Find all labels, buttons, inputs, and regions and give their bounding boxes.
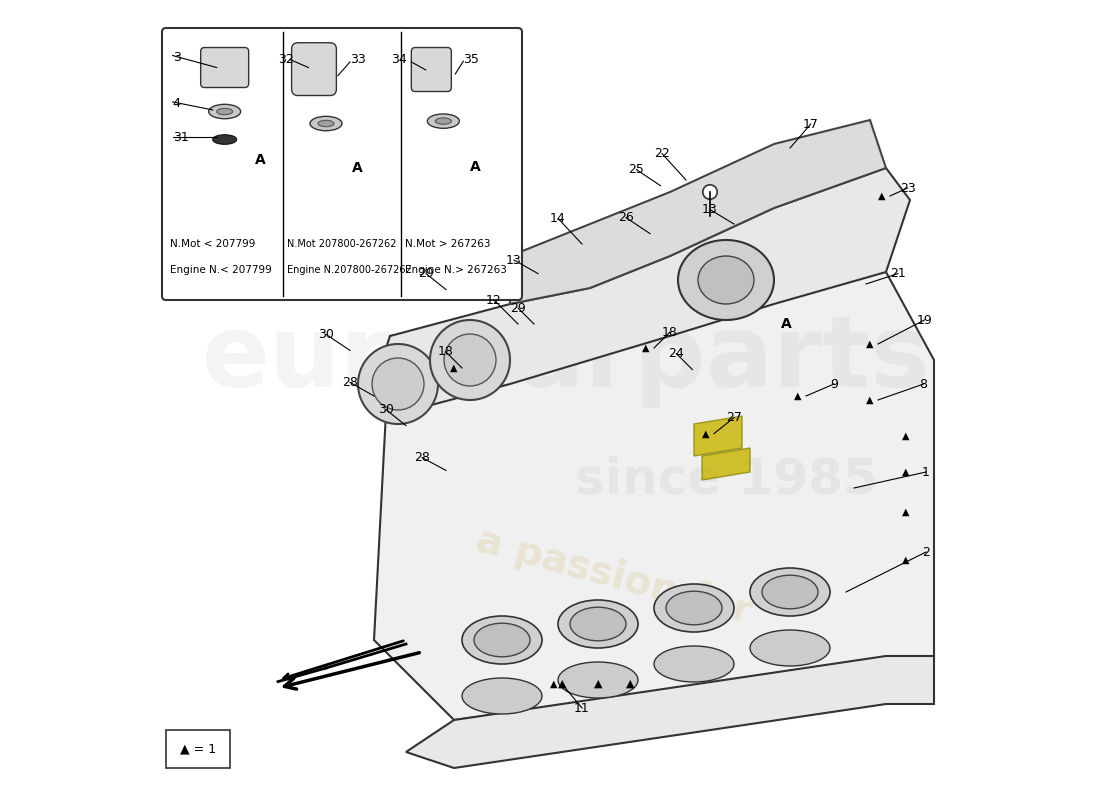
Text: 13: 13 [702, 203, 718, 216]
Text: ▲: ▲ [902, 431, 910, 441]
Text: ▲: ▲ [558, 679, 566, 689]
Text: ▲: ▲ [450, 363, 458, 373]
Text: 28: 28 [342, 376, 358, 389]
Ellipse shape [436, 118, 451, 124]
Text: 32: 32 [278, 53, 294, 66]
Text: ▲: ▲ [626, 679, 635, 689]
Ellipse shape [427, 114, 460, 128]
Ellipse shape [474, 623, 530, 657]
Text: N.Mot > 267263: N.Mot > 267263 [405, 239, 491, 249]
Ellipse shape [558, 662, 638, 698]
Text: 2: 2 [922, 546, 930, 558]
Text: 35: 35 [463, 53, 480, 66]
Text: N.Mot < 207799: N.Mot < 207799 [170, 239, 255, 249]
Polygon shape [374, 272, 934, 720]
Ellipse shape [750, 568, 830, 616]
Text: 28: 28 [414, 451, 430, 464]
FancyBboxPatch shape [162, 28, 522, 300]
Text: N.Mot 207800-267262: N.Mot 207800-267262 [287, 239, 397, 249]
Text: 9: 9 [830, 378, 838, 390]
Text: 14: 14 [550, 212, 565, 225]
Text: ▲ = 1: ▲ = 1 [180, 742, 216, 755]
Polygon shape [694, 416, 743, 456]
Text: since 1985: since 1985 [574, 456, 878, 504]
Bar [166, 730, 230, 768]
Ellipse shape [654, 646, 734, 682]
Text: 1: 1 [922, 466, 930, 478]
Text: A: A [255, 153, 266, 167]
Text: ▲: ▲ [702, 429, 710, 438]
Ellipse shape [372, 358, 424, 410]
Ellipse shape [462, 616, 542, 664]
Text: 18: 18 [662, 326, 678, 338]
Text: A: A [352, 161, 363, 175]
Text: 8: 8 [920, 378, 927, 390]
Ellipse shape [462, 678, 542, 714]
Polygon shape [510, 120, 886, 304]
Text: 21: 21 [890, 267, 906, 280]
Ellipse shape [558, 600, 638, 648]
FancyBboxPatch shape [411, 47, 451, 91]
Ellipse shape [212, 134, 236, 144]
Ellipse shape [358, 344, 438, 424]
Text: 3: 3 [173, 50, 180, 64]
Text: 29: 29 [510, 302, 526, 314]
Text: 18: 18 [438, 346, 454, 358]
Ellipse shape [444, 334, 496, 386]
Text: Engine N.207800-267262: Engine N.207800-267262 [287, 265, 412, 274]
Text: 34: 34 [392, 53, 407, 66]
Text: 11: 11 [574, 702, 590, 714]
Text: Engine N.< 207799: Engine N.< 207799 [170, 265, 272, 274]
Text: ▲: ▲ [867, 339, 873, 349]
Polygon shape [702, 448, 750, 480]
Ellipse shape [666, 591, 722, 625]
Ellipse shape [703, 185, 717, 199]
Ellipse shape [430, 320, 510, 400]
Polygon shape [406, 656, 934, 768]
Polygon shape [374, 168, 910, 416]
Text: a passion for: a passion for [472, 521, 756, 631]
Text: 33: 33 [350, 53, 365, 66]
Text: 22: 22 [654, 147, 670, 160]
Text: 30: 30 [318, 328, 334, 341]
Text: ▲: ▲ [902, 555, 910, 565]
Ellipse shape [217, 108, 233, 114]
Text: 26: 26 [618, 211, 634, 224]
Ellipse shape [750, 630, 830, 666]
Text: ▲: ▲ [902, 507, 910, 517]
Text: 23: 23 [900, 182, 915, 194]
Ellipse shape [570, 607, 626, 641]
Text: 24: 24 [669, 347, 684, 360]
Text: ▲: ▲ [794, 391, 802, 401]
FancyBboxPatch shape [200, 47, 249, 87]
Ellipse shape [654, 584, 734, 632]
Text: 4: 4 [173, 97, 180, 110]
Text: ▲: ▲ [867, 395, 873, 405]
Text: 29: 29 [418, 267, 433, 280]
Text: 19: 19 [916, 314, 933, 326]
Ellipse shape [310, 116, 342, 130]
Text: ▲: ▲ [878, 191, 886, 201]
Text: A: A [470, 159, 481, 174]
Text: 17: 17 [803, 118, 818, 130]
Text: 27: 27 [726, 411, 741, 424]
Ellipse shape [318, 120, 334, 126]
Ellipse shape [209, 104, 241, 118]
Text: ▲: ▲ [642, 343, 650, 353]
Text: ▲: ▲ [902, 467, 910, 477]
Text: eurocarparts: eurocarparts [201, 311, 931, 409]
Ellipse shape [678, 240, 774, 320]
Text: 12: 12 [486, 294, 502, 306]
FancyBboxPatch shape [292, 42, 337, 95]
Text: ▲: ▲ [594, 679, 603, 689]
Text: 13: 13 [506, 254, 521, 266]
Text: 25: 25 [628, 163, 645, 176]
Ellipse shape [698, 256, 754, 304]
Text: A: A [781, 317, 791, 331]
Text: Engine N.> 267263: Engine N.> 267263 [405, 265, 506, 274]
Text: 30: 30 [378, 403, 394, 416]
Text: 31: 31 [173, 130, 188, 144]
Ellipse shape [762, 575, 818, 609]
Text: ▲: ▲ [550, 679, 558, 689]
